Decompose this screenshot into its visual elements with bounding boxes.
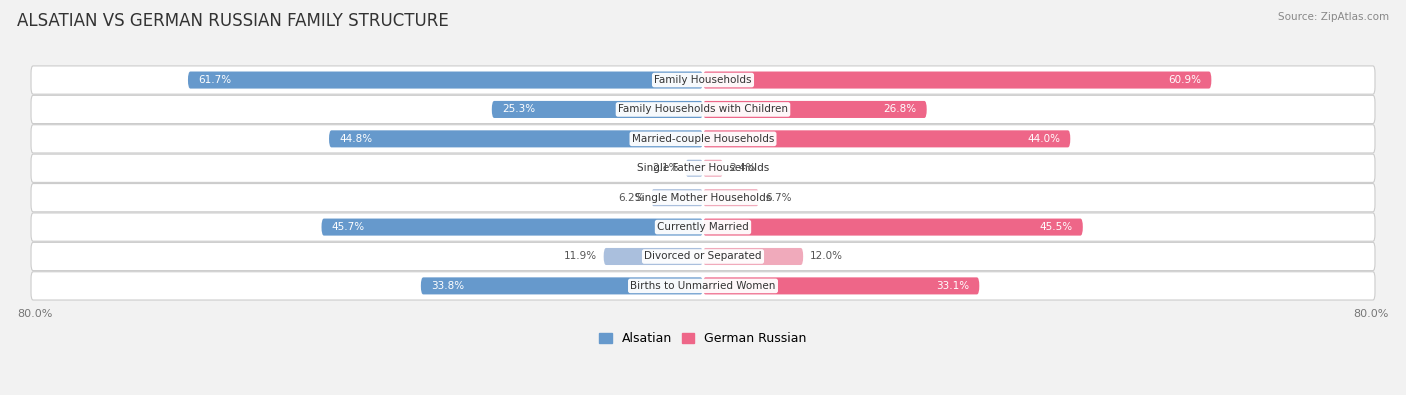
FancyBboxPatch shape: [686, 160, 703, 177]
Text: 45.5%: 45.5%: [1039, 222, 1073, 232]
FancyBboxPatch shape: [703, 71, 1212, 88]
FancyBboxPatch shape: [703, 277, 980, 294]
Legend: Alsatian, German Russian: Alsatian, German Russian: [595, 327, 811, 350]
Text: Currently Married: Currently Married: [657, 222, 749, 232]
Text: Family Households with Children: Family Households with Children: [619, 104, 787, 115]
Text: 12.0%: 12.0%: [810, 252, 842, 261]
Text: 2.4%: 2.4%: [730, 163, 756, 173]
Text: 25.3%: 25.3%: [502, 104, 534, 115]
FancyBboxPatch shape: [603, 248, 703, 265]
Text: 60.9%: 60.9%: [1168, 75, 1201, 85]
Text: 33.8%: 33.8%: [430, 281, 464, 291]
FancyBboxPatch shape: [703, 189, 759, 206]
Text: Divorced or Separated: Divorced or Separated: [644, 252, 762, 261]
FancyBboxPatch shape: [329, 130, 703, 147]
FancyBboxPatch shape: [31, 213, 1375, 241]
Text: 44.8%: 44.8%: [339, 134, 373, 144]
Text: Single Mother Households: Single Mother Households: [636, 193, 770, 203]
FancyBboxPatch shape: [703, 218, 1083, 235]
Text: 6.7%: 6.7%: [766, 193, 792, 203]
Text: 44.0%: 44.0%: [1028, 134, 1060, 144]
FancyBboxPatch shape: [31, 272, 1375, 300]
FancyBboxPatch shape: [31, 125, 1375, 153]
FancyBboxPatch shape: [31, 184, 1375, 212]
FancyBboxPatch shape: [651, 189, 703, 206]
FancyBboxPatch shape: [703, 248, 803, 265]
Text: 2.1%: 2.1%: [652, 163, 679, 173]
FancyBboxPatch shape: [492, 101, 703, 118]
FancyBboxPatch shape: [420, 277, 703, 294]
Text: 6.2%: 6.2%: [619, 193, 644, 203]
FancyBboxPatch shape: [703, 101, 927, 118]
Text: Births to Unmarried Women: Births to Unmarried Women: [630, 281, 776, 291]
Text: Married-couple Households: Married-couple Households: [631, 134, 775, 144]
FancyBboxPatch shape: [703, 160, 723, 177]
Text: 26.8%: 26.8%: [883, 104, 917, 115]
FancyBboxPatch shape: [703, 130, 1070, 147]
Text: Family Households: Family Households: [654, 75, 752, 85]
Text: Source: ZipAtlas.com: Source: ZipAtlas.com: [1278, 12, 1389, 22]
Text: 33.1%: 33.1%: [936, 281, 969, 291]
Text: 61.7%: 61.7%: [198, 75, 231, 85]
FancyBboxPatch shape: [31, 154, 1375, 182]
Text: ALSATIAN VS GERMAN RUSSIAN FAMILY STRUCTURE: ALSATIAN VS GERMAN RUSSIAN FAMILY STRUCT…: [17, 12, 449, 30]
Text: 45.7%: 45.7%: [332, 222, 364, 232]
FancyBboxPatch shape: [31, 95, 1375, 124]
FancyBboxPatch shape: [188, 71, 703, 88]
Text: 11.9%: 11.9%: [564, 252, 598, 261]
FancyBboxPatch shape: [31, 66, 1375, 94]
FancyBboxPatch shape: [322, 218, 703, 235]
Text: Single Father Households: Single Father Households: [637, 163, 769, 173]
FancyBboxPatch shape: [31, 243, 1375, 271]
